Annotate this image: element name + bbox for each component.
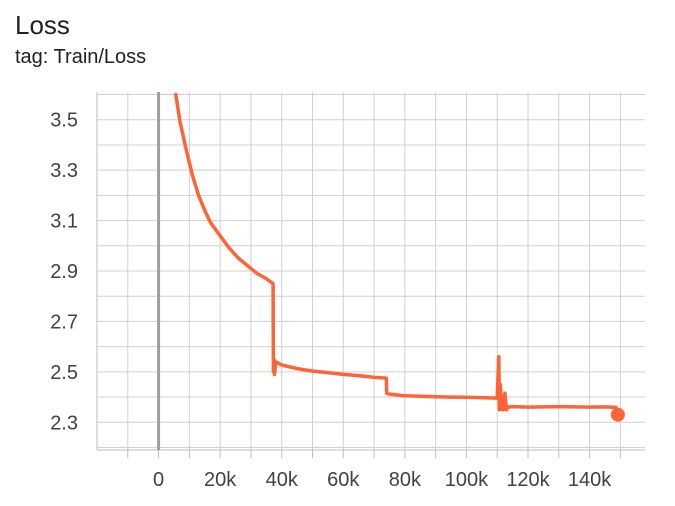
x-tick-label: 120k: [506, 469, 550, 491]
y-tick-label: 2.9: [50, 261, 78, 283]
y-tick-label: 2.5: [50, 362, 78, 384]
y-tick-label: 2.3: [50, 412, 78, 434]
x-tick-label: 100k: [445, 469, 489, 491]
x-tick-label: 140k: [568, 469, 612, 491]
y-tick-label: 3.5: [50, 110, 78, 132]
x-tick-label: 20k: [204, 469, 237, 491]
series-end-point: [610, 407, 625, 422]
x-tick-label: 40k: [266, 469, 299, 491]
axes: [96, 92, 645, 458]
y-tick-label: 3.3: [50, 160, 78, 182]
grid: [97, 92, 645, 450]
x-tick-label: 60k: [327, 469, 360, 491]
chart-subtitle: tag: Train/Loss: [15, 46, 147, 68]
chart-title: Loss: [15, 10, 70, 40]
series-layer: [174, 92, 625, 422]
tick-labels: 0 20k 40k 60k 80k 100k 120k 140k 2.3 2.5 2.7 2.9 3.1…: [50, 110, 612, 491]
x-tick-label: 0: [153, 469, 164, 491]
x-tick-label: 80k: [389, 469, 422, 491]
y-tick-label: 3.1: [50, 211, 78, 233]
y-tick-label: 2.7: [50, 311, 78, 333]
series-line-0: [174, 92, 618, 412]
